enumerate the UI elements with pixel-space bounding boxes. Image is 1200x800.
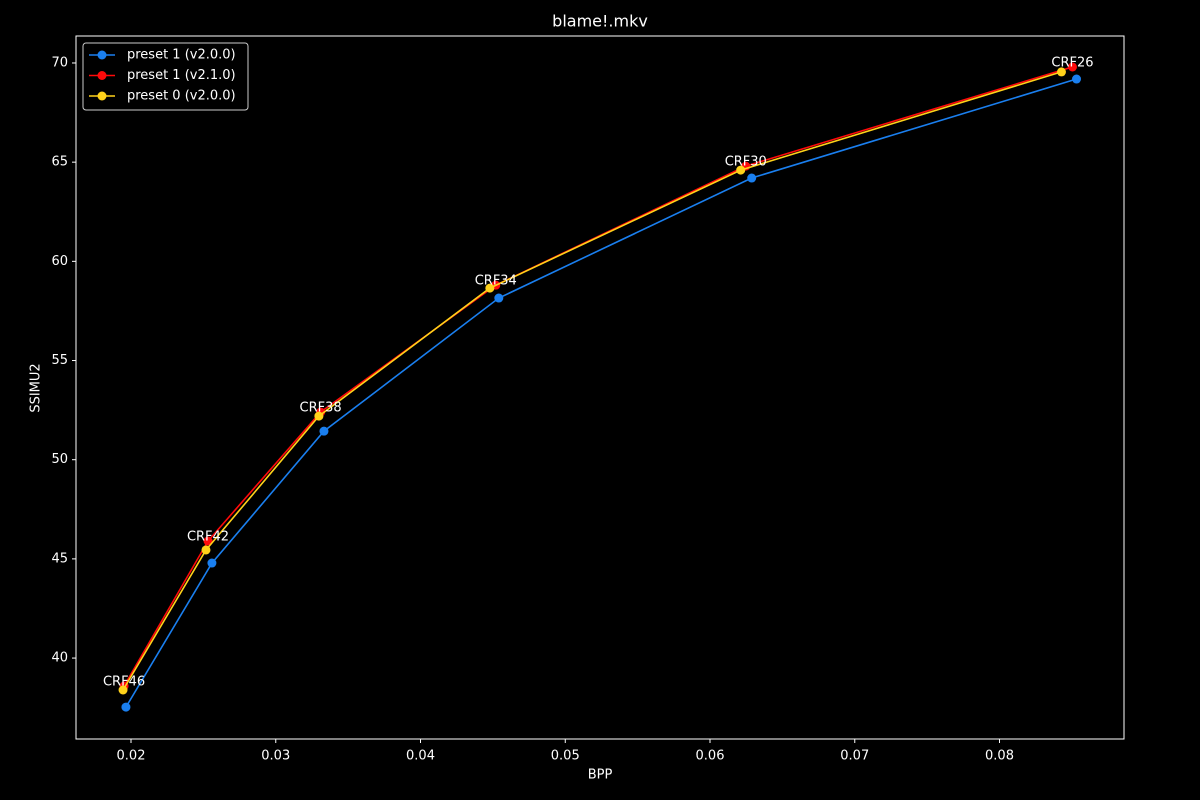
data-point bbox=[118, 685, 128, 695]
x-tick-label: 0.02 bbox=[117, 749, 146, 764]
y-tick-label: 55 bbox=[51, 353, 68, 368]
data-point bbox=[314, 411, 324, 421]
y-tick-label: 65 bbox=[51, 155, 68, 170]
x-tick-label: 0.04 bbox=[406, 749, 435, 764]
legend-label: preset 1 (v2.0.0) bbox=[127, 48, 236, 63]
legend-box bbox=[82, 42, 249, 111]
chart-title: blame!.mkv bbox=[552, 12, 648, 31]
x-axis-label: BPP bbox=[588, 768, 613, 783]
x-tick-label: 0.06 bbox=[696, 749, 725, 764]
plot-frame bbox=[75, 35, 1125, 740]
x-tick-label: 0.08 bbox=[985, 749, 1014, 764]
data-point bbox=[121, 702, 131, 712]
y-axis-label: SSIMU2 bbox=[29, 363, 44, 412]
annotation: CRF38 bbox=[300, 401, 342, 416]
annotation: CRF46 bbox=[103, 675, 145, 690]
y-tick-label: 50 bbox=[51, 452, 68, 467]
annotation: CRF34 bbox=[475, 274, 517, 289]
data-point bbox=[207, 558, 217, 568]
legend-marker bbox=[97, 50, 107, 60]
data-point bbox=[1056, 67, 1066, 77]
y-tick-label: 45 bbox=[51, 551, 68, 566]
data-point bbox=[485, 283, 495, 293]
data-point bbox=[319, 426, 329, 436]
data-point bbox=[203, 536, 213, 546]
legend-label: preset 0 (v2.0.0) bbox=[127, 89, 236, 104]
legend-marker bbox=[97, 91, 107, 101]
series-line bbox=[125, 78, 1077, 708]
series-line bbox=[122, 71, 1062, 691]
x-tick-label: 0.07 bbox=[840, 749, 869, 764]
annotation: CRF42 bbox=[187, 530, 229, 545]
y-tick-label: 40 bbox=[51, 651, 68, 666]
annotation: CRF30 bbox=[725, 155, 767, 170]
data-point bbox=[1067, 62, 1077, 72]
annotation: CRF26 bbox=[1051, 55, 1093, 70]
data-point bbox=[747, 173, 757, 183]
y-tick-label: 60 bbox=[51, 254, 68, 269]
x-tick-label: 0.05 bbox=[551, 749, 580, 764]
x-tick-label: 0.03 bbox=[261, 749, 290, 764]
legend-marker bbox=[97, 71, 107, 80]
data-point bbox=[494, 293, 504, 303]
legend-label: preset 1 (v2.1.0) bbox=[127, 68, 236, 83]
data-point bbox=[201, 545, 211, 555]
data-point bbox=[736, 165, 746, 175]
y-tick-label: 70 bbox=[51, 55, 68, 70]
data-point bbox=[1072, 74, 1082, 84]
